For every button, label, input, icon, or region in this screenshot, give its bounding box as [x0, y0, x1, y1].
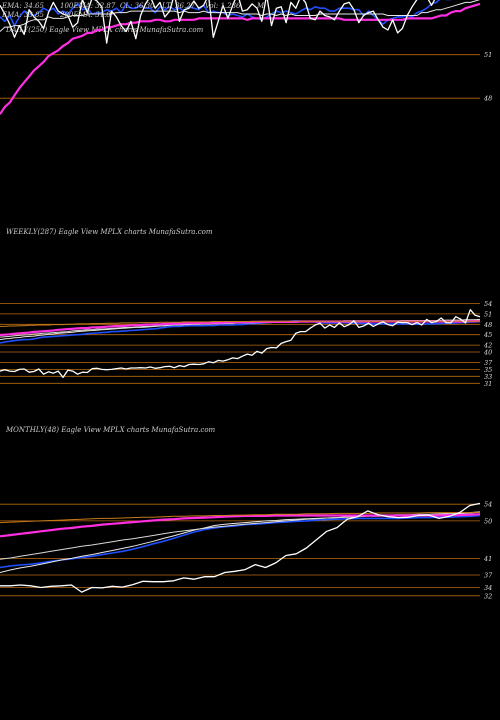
daily-series-ema-mid — [0, 0, 481, 32]
monthly-level-label: 50 — [484, 517, 492, 525]
monthly-series-ema-orange — [0, 511, 481, 524]
header-200ema: 200EMA: 31.8 — [59, 11, 111, 19]
daily-series-ema-short — [0, 0, 452, 27]
monthly-level-label: 34 — [484, 584, 492, 592]
weekly-level-label: 31 — [484, 380, 492, 388]
daily-series-price — [0, 0, 436, 44]
weekly-level-label: 51 — [484, 310, 492, 318]
monthly-series-ema-magenta — [0, 513, 481, 538]
weekly-level-label: 37 — [484, 359, 493, 367]
monthly-level-label: 32 — [484, 592, 492, 600]
weekly-level-label: 54 — [484, 300, 492, 308]
weekly-level-label: 33 — [484, 373, 492, 381]
monthly-level-label: 41 — [483, 555, 492, 563]
header-volume: Vol: 1.236 — [205, 2, 241, 10]
monthly-series-ema-blue — [0, 514, 481, 569]
weekly-series-ema-short — [0, 319, 481, 344]
daily-chart-panel: 51 48 — [0, 0, 492, 115]
daily-header: EMA: 34.65 100EMA: 32.87 CL: 36.30 LT: 3… — [1, 2, 265, 19]
weekly-level-label: 42 — [483, 342, 492, 350]
monthly-level-label: 37 — [484, 572, 493, 580]
weekly-series-price — [0, 309, 481, 379]
header-ema-mid: EMA: 33.85 — [1, 11, 45, 19]
header-100ema: 100EMA: 32.87 — [60, 2, 116, 10]
header-ema-short: EMA: 34.65 — [1, 2, 45, 10]
weekly-level-label: 48 — [483, 321, 492, 329]
weekly-panel-label: WEEKLY(287) Eagle View MPLX charts Munaf… — [6, 228, 213, 236]
monthly-level-label: 54 — [484, 501, 492, 509]
weekly-level-label: 40 — [483, 349, 492, 357]
weekly-series-ema-orange — [0, 320, 480, 327]
daily-level-label: 51 — [484, 51, 492, 59]
header-last: LT: 36.27 — [161, 2, 196, 10]
daily-level-label: 48 — [483, 95, 492, 103]
weekly-level-label: 45 — [483, 331, 492, 339]
weekly-level-label: 35 — [484, 366, 492, 374]
header-extra: M — [256, 2, 265, 10]
monthly-panel-label: MONTHLY(48) Eagle View MPLX charts Munaf… — [5, 426, 216, 434]
header-close: CL: 36.30 — [120, 2, 155, 10]
daily-series-ema-long — [0, 2, 481, 115]
monthly-series-price — [0, 502, 481, 593]
